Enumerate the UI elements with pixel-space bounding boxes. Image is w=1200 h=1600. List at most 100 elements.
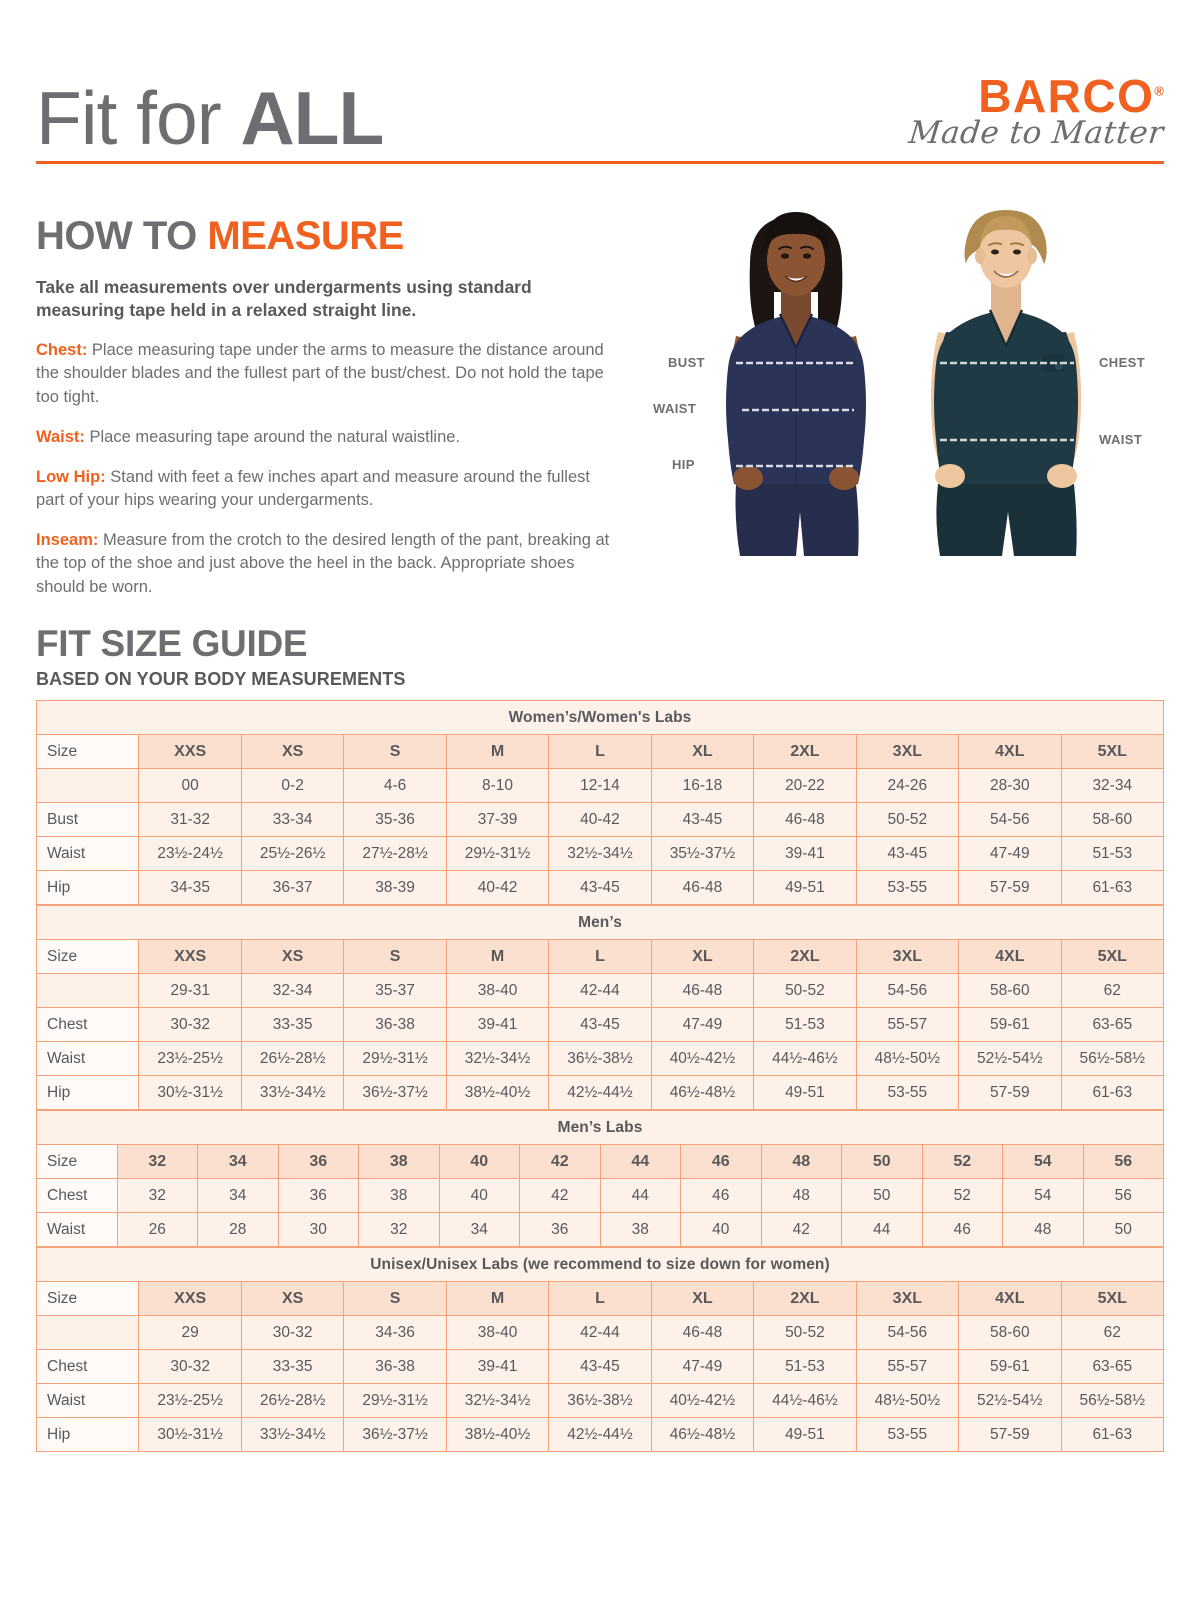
measurement-cell: 32 — [358, 1212, 440, 1248]
size-header-cell: 40 — [438, 1144, 520, 1180]
size-header-cell: XS — [240, 939, 345, 975]
size-header-cell: XXS — [138, 734, 242, 770]
measurement-cell: 30½-31½ — [138, 1075, 242, 1111]
measure-text-chest: Place measuring tape under the arms to m… — [36, 341, 604, 406]
table-numeric-row: 29-31 32-34 35-37 38-40 42-44 46-48 50-52 54-56… — [35, 973, 1165, 1009]
table-row: Hip 34-35 36-37 38-39 40-42 43-45 46-48 49-51 53… — [35, 870, 1165, 906]
measurement-cell: 49-51 — [753, 870, 857, 906]
measurement-cell: 53-55 — [855, 870, 960, 906]
numeric-size-cell: 0-2 — [240, 768, 345, 804]
measurement-cell: 47-49 — [958, 836, 1062, 872]
numeric-size-cell: 24-26 — [855, 768, 960, 804]
measurement-cell: 38 — [358, 1178, 440, 1214]
measurement-cell: 63-65 — [1060, 1349, 1165, 1385]
measure-item-waist: Waist: Place measuring tape around the n… — [36, 426, 616, 449]
row-label: Chest — [35, 1349, 140, 1385]
measurement-cell: 40½-42½ — [650, 1041, 755, 1077]
table-numeric-row: 29 30-32 34-36 38-40 42-44 46-48 50-52 54-56 58-… — [35, 1315, 1165, 1351]
row-label: Bust — [35, 802, 140, 838]
table-band-label: Women’s/Women's Labs — [36, 700, 1164, 736]
page-header: Fit for ALL BARCO® Made to Matter — [36, 0, 1166, 155]
table-row: Hip 30½-31½ 33½-34½ 36½-37½ 38½-40½ 42½-44½ 46… — [35, 1075, 1165, 1111]
table-row: Waist 23½-25½ 26½-28½ 29½-31½ 32½-34½ 36½-38½… — [35, 1383, 1165, 1419]
registered-mark-icon: ® — [1154, 84, 1164, 100]
numeric-size-cell: 30-32 — [240, 1315, 345, 1351]
measurement-cell: 61-63 — [1060, 870, 1165, 906]
numeric-size-cell: 16-18 — [650, 768, 755, 804]
table-band-label: Men’s Labs — [36, 1110, 1164, 1146]
measurement-cell: 39-41 — [753, 836, 857, 872]
measurement-cell: 26½-28½ — [240, 1041, 345, 1077]
measurement-cell: 48 — [1002, 1212, 1084, 1248]
row-label — [35, 768, 140, 804]
measurement-cell: 29½-31½ — [445, 836, 550, 872]
size-header-cell: 2XL — [753, 1281, 857, 1317]
measurement-cell: 27½-28½ — [343, 836, 447, 872]
measurement-cell: 36-38 — [343, 1349, 447, 1385]
row-label: Hip — [35, 1075, 140, 1111]
measurement-cell: 40½-42½ — [650, 1383, 755, 1419]
numeric-size-cell: 38-40 — [445, 973, 550, 1009]
row-label: Size — [35, 1281, 140, 1317]
row-label: Hip — [35, 870, 140, 906]
male-model — [930, 210, 1082, 556]
numeric-size-cell: 28-30 — [958, 768, 1062, 804]
numeric-size-cell: 42-44 — [548, 973, 652, 1009]
numeric-size-cell: 8-10 — [445, 768, 550, 804]
measurement-cell: 40 — [680, 1212, 762, 1248]
measurement-cell: 47-49 — [650, 1007, 755, 1043]
measure-item-chest: Chest: Place measuring tape under the ar… — [36, 339, 616, 409]
brand-logo: BARCO® Made to Matter — [908, 73, 1166, 154]
size-header-cell: L — [548, 1281, 652, 1317]
measurement-cell: 46½-48½ — [650, 1075, 755, 1111]
measurement-cell: 46 — [921, 1212, 1003, 1248]
row-label: Chest — [36, 1178, 118, 1214]
numeric-size-cell: 50-52 — [753, 1315, 857, 1351]
measure-item-low-hip: Low Hip: Stand with feet a few inches ap… — [36, 466, 616, 513]
table-band-row: Men’s Labs — [36, 1110, 1164, 1146]
size-table: Women’s/Women's Labs Size XXS XS S M L XL 2XL 3XL… — [35, 700, 1165, 906]
measurement-cell: 38½-40½ — [445, 1075, 550, 1111]
measurement-cell: 52 — [921, 1178, 1003, 1214]
measurement-cell: 29½-31½ — [343, 1383, 447, 1419]
numeric-size-cell: 29-31 — [138, 973, 242, 1009]
measurement-cell: 33-35 — [240, 1007, 345, 1043]
models-artwork — [726, 210, 1082, 556]
size-table: Men’s Size XXS XS S M L XL 2XL 3XL 4XL 5XL 29-31 32-3… — [35, 905, 1165, 1111]
table-row: Waist 26 28 30 32 34 36 38 40 42 44 46 48 50 — [36, 1212, 1164, 1248]
measurement-cell: 57-59 — [958, 870, 1062, 906]
measurement-cell: 38 — [599, 1212, 681, 1248]
header-divider — [36, 161, 1164, 164]
measurement-cell: 43-45 — [548, 870, 652, 906]
numeric-size-cell: 38-40 — [445, 1315, 550, 1351]
numeric-size-cell: 42-44 — [548, 1315, 652, 1351]
models-illustration: BUST WAIST HIP CHEST WAIST — [650, 186, 1170, 606]
size-header-cell: XS — [240, 1281, 345, 1317]
measurement-cell: 58-60 — [1060, 802, 1165, 838]
measurement-cell: 52½-54½ — [958, 1041, 1062, 1077]
measurement-cell: 32½-34½ — [445, 1041, 550, 1077]
measurement-cell: 29½-31½ — [343, 1041, 447, 1077]
measurement-cell: 25½-26½ — [240, 836, 345, 872]
measurement-cell: 56½-58½ — [1060, 1383, 1165, 1419]
size-header-cell: XXS — [138, 939, 242, 975]
size-header-cell: 4XL — [958, 939, 1062, 975]
table-row: Waist 23½-24½ 25½-26½ 27½-28½ 29½-31½ 32½-34½… — [35, 836, 1165, 872]
measurement-cell: 36½-37½ — [343, 1075, 447, 1111]
row-label: Waist — [36, 1212, 118, 1248]
size-header-cell: S — [343, 939, 447, 975]
measurement-cell: 23½-25½ — [138, 1041, 242, 1077]
numeric-size-cell: 50-52 — [753, 973, 857, 1009]
measurement-cell: 53-55 — [855, 1417, 960, 1453]
row-label: Waist — [35, 1383, 140, 1419]
measurement-cell: 48½-50½ — [855, 1041, 960, 1077]
size-header-cell: M — [445, 1281, 550, 1317]
measurement-cell: 33½-34½ — [240, 1075, 345, 1111]
fit-size-guide-subheading: BASED ON YOUR BODY MEASUREMENTS — [36, 669, 406, 690]
heading-plain: HOW TO — [36, 214, 208, 258]
table-row: Chest 32 34 36 38 40 42 44 46 48 50 52 54 56 — [36, 1178, 1164, 1214]
measure-item-inseam: Inseam: Measure from the crotch to the d… — [36, 529, 616, 599]
measure-term-chest: Chest: — [36, 341, 88, 360]
measurement-cell: 32 — [116, 1178, 198, 1214]
